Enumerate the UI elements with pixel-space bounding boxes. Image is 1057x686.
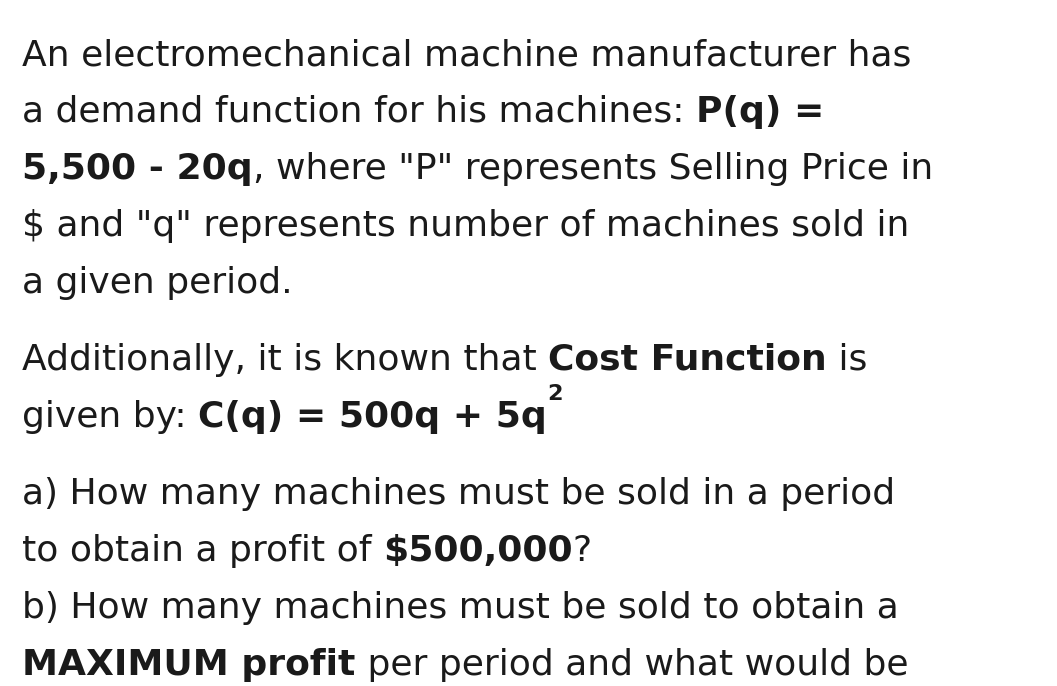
Text: ?: ? bbox=[573, 534, 592, 568]
Text: $ and "q" represents number of machines sold in: $ and "q" represents number of machines … bbox=[22, 209, 910, 243]
Text: to obtain a profit of: to obtain a profit of bbox=[22, 534, 384, 568]
Text: 2: 2 bbox=[548, 384, 562, 404]
Text: is: is bbox=[828, 343, 868, 377]
Text: Additionally, it is known that: Additionally, it is known that bbox=[22, 343, 549, 377]
Text: b) How many machines must be sold to obtain a: b) How many machines must be sold to obt… bbox=[22, 591, 898, 625]
Text: $500,000: $500,000 bbox=[384, 534, 573, 568]
Text: C(q) = 500q + 5q: C(q) = 500q + 5q bbox=[199, 400, 548, 434]
Text: An electromechanical machine manufacturer has: An electromechanical machine manufacture… bbox=[22, 38, 911, 72]
Text: MAXIMUM profit: MAXIMUM profit bbox=[22, 648, 355, 682]
Text: a given period.: a given period. bbox=[22, 266, 293, 300]
Text: , where "P" represents Selling Price in: , where "P" represents Selling Price in bbox=[253, 152, 933, 186]
Text: Cost Function: Cost Function bbox=[549, 343, 828, 377]
Text: per period and what would be: per period and what would be bbox=[355, 648, 908, 682]
Text: 5,500 - 20q: 5,500 - 20q bbox=[22, 152, 253, 186]
Text: a) How many machines must be sold in a period: a) How many machines must be sold in a p… bbox=[22, 477, 895, 511]
Text: a demand function for his machines:: a demand function for his machines: bbox=[22, 95, 697, 129]
Text: given by:: given by: bbox=[22, 400, 199, 434]
Text: P(q) =: P(q) = bbox=[697, 95, 824, 129]
